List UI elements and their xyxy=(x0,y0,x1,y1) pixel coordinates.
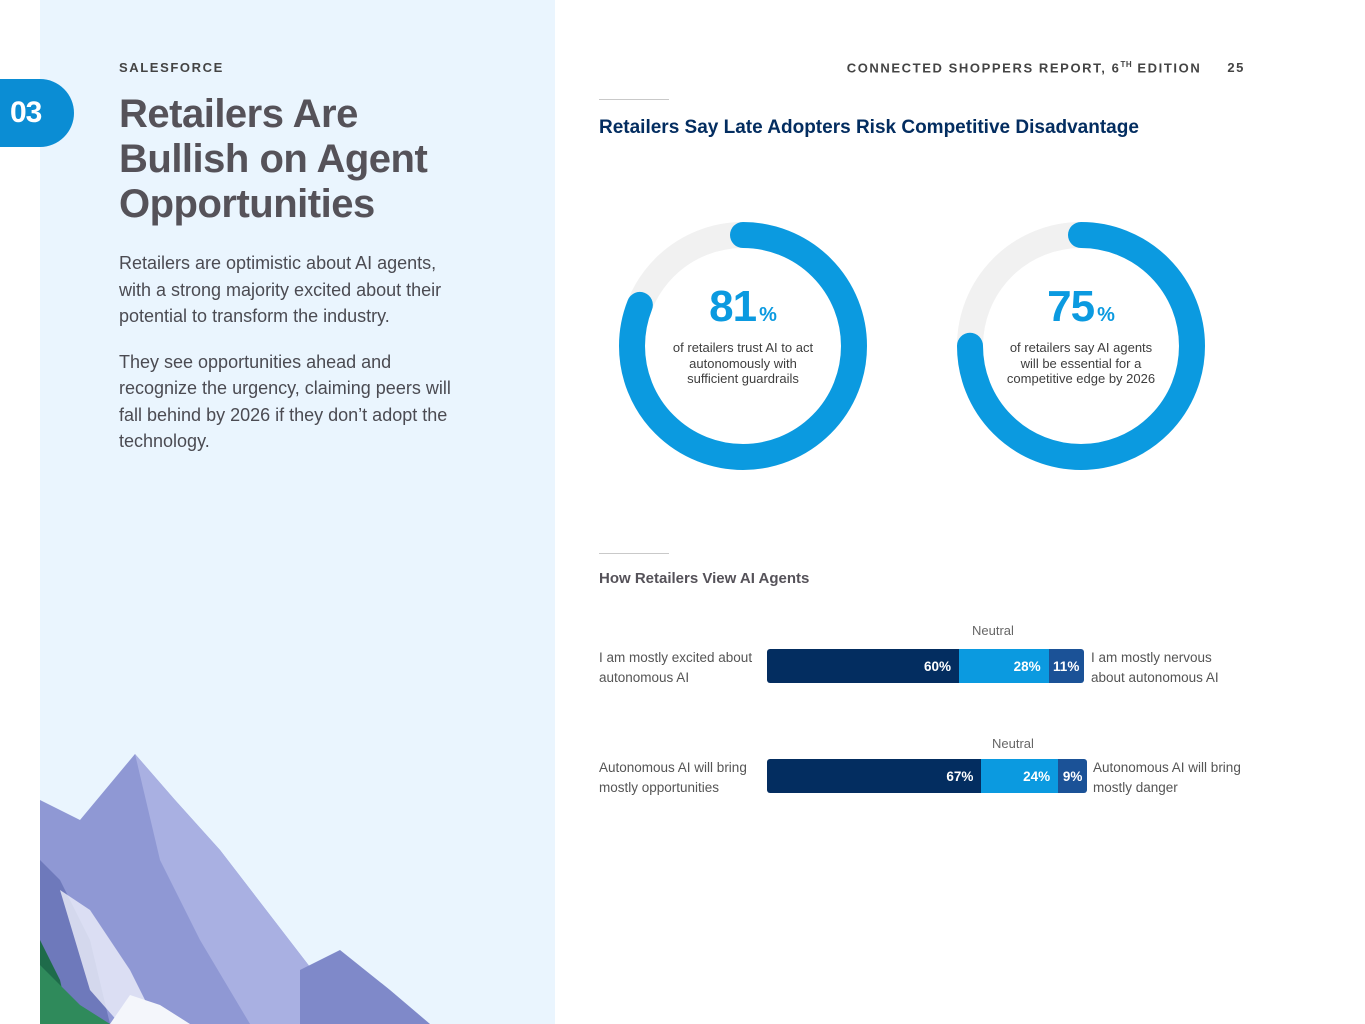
donut-caption: of retailers say AI agents will be essen… xyxy=(1006,340,1156,386)
section-number-tab: 03 xyxy=(0,79,74,147)
donut-chart-1: 81% of retailers trust AI to act autonom… xyxy=(613,216,873,476)
bar-segment: 9% xyxy=(1058,759,1087,793)
bar-label-left: Autonomous AI will bring mostly opportun… xyxy=(599,760,747,795)
bar-label-left: I am mostly excited about autonomous AI xyxy=(599,650,753,685)
divider xyxy=(599,99,669,100)
donut-svg-2 xyxy=(957,222,1205,470)
bars-section-title: How Retailers View AI Agents xyxy=(599,570,810,587)
page-number: 25 xyxy=(1227,60,1245,76)
donut-value: 75% xyxy=(951,282,1211,332)
bar-row-1: I am mostly excited about autonomous AI … xyxy=(599,623,1279,685)
donut-arc xyxy=(619,222,867,470)
report-title-main: CONNECTED SHOPPERS REPORT, 6 xyxy=(846,60,1121,76)
stacked-bar: 60% 28% 11% xyxy=(767,649,1084,683)
left-panel xyxy=(40,0,555,1024)
bar-segment: 24% xyxy=(981,759,1059,793)
donut-value-unit: % xyxy=(1097,304,1115,326)
bar-segment: 60% xyxy=(767,649,959,683)
brand-name: SALESFORCE xyxy=(119,60,224,75)
bar-label-right: I am mostly nervous about autonomous AI xyxy=(1091,650,1219,685)
donut-value-number: 75 xyxy=(1047,282,1095,331)
report-title-suffix: EDITION xyxy=(1132,60,1202,76)
report-title-sup: TH xyxy=(1120,60,1133,69)
bar-segment: 11% xyxy=(1048,649,1084,683)
intro-paragraph-1: Retailers are optimistic about AI agents… xyxy=(119,253,442,326)
donut-arc xyxy=(957,222,1205,470)
mountain-illustration xyxy=(40,754,430,1024)
donut-caption: of retailers trust AI to act autonomousl… xyxy=(672,340,814,386)
intro-text: Retailers are optimistic about AI agents… xyxy=(119,250,469,474)
donut-chart-2: 75% of retailers say AI agents will be e… xyxy=(951,216,1211,476)
stacked-bar: 67% 24% 9% xyxy=(767,759,1087,793)
neutral-label: Neutral xyxy=(972,623,1014,638)
bar-row-2: Autonomous AI will bring mostly opportun… xyxy=(599,736,1279,795)
section-number: 03 xyxy=(10,96,42,129)
donut-value-number: 81 xyxy=(709,282,757,331)
bar-label-right: Autonomous AI will bring mostly danger xyxy=(1093,760,1241,795)
donut-value: 81% xyxy=(613,282,873,332)
donut-section-title: Retailers Say Late Adopters Risk Competi… xyxy=(599,117,1139,138)
donut-svg-1 xyxy=(619,222,867,470)
report-title: CONNECTED SHOPPERS REPORT, 6TH EDITION xyxy=(847,60,1202,75)
intro-paragraph-2: They see opportunities ahead and recogni… xyxy=(119,351,451,452)
donut-value-unit: % xyxy=(759,304,777,326)
bar-segment: 28% xyxy=(959,649,1049,683)
page-title: Retailers Are Bullish on Agent Opportuni… xyxy=(119,92,428,226)
divider xyxy=(599,553,669,554)
neutral-label: Neutral xyxy=(992,736,1034,751)
report-header: CONNECTED SHOPPERS REPORT, 6TH EDITION 2… xyxy=(847,60,1245,75)
bar-segment: 67% xyxy=(767,759,982,793)
